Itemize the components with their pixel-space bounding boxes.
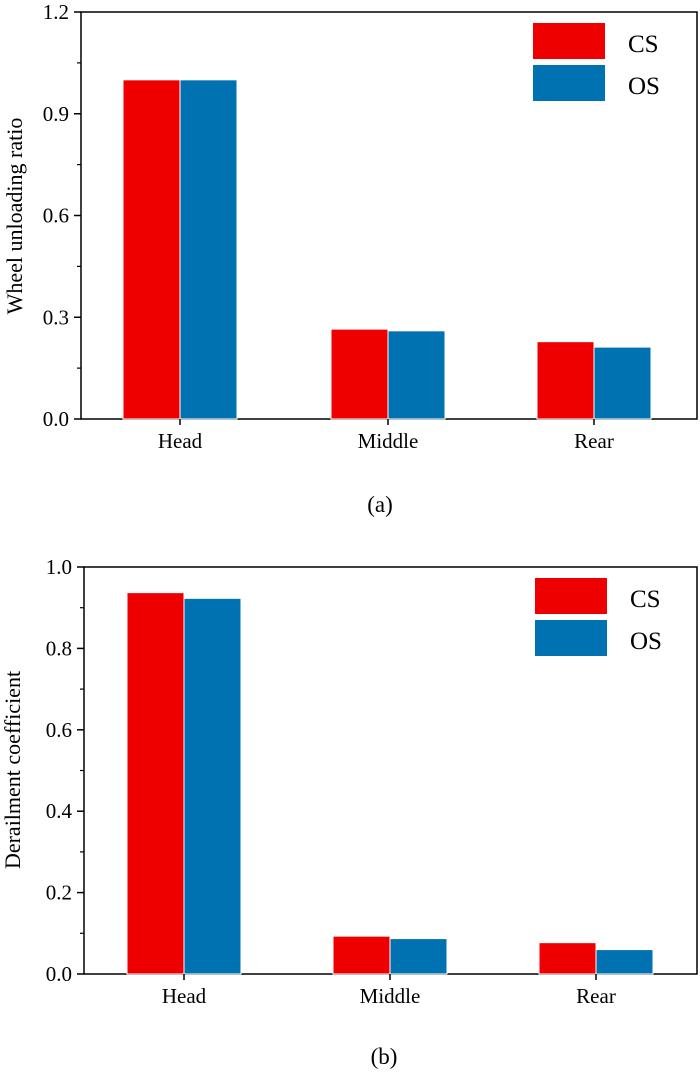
y-tick-label: 1.0 [46,555,72,579]
y-tick-label: 0.9 [43,102,69,126]
y-tick-label: 0.6 [43,204,69,228]
bar-cs-rear [538,942,597,975]
y-tick-label: 0.3 [43,305,69,329]
bar-os-middle [387,330,446,420]
bar-os-head [183,597,242,975]
panel-label: (a) [367,492,393,517]
x-tick-label: Middle [360,984,421,1008]
y-tick-label: 0.2 [46,881,72,905]
legend-swatch-os [535,620,607,656]
legend-label-os: OS [630,628,662,655]
panel-a: Wheel unloading ratio (a) Head Middle Rear… [2,0,698,517]
bar-cs-middle [332,935,391,975]
y-axis-title: Wheel unloading ratio [2,118,27,315]
y-tick-label: 1.2 [43,0,69,24]
x-tick-label: Rear [574,429,614,453]
x-tick-label: Head [162,984,207,1008]
bar-cs-head [126,592,185,975]
x-tick-label: Middle [358,429,419,453]
bar-cs-head [122,79,181,420]
bar-os-middle [389,938,448,975]
legend-swatch-os [533,65,605,101]
bar-cs-middle [330,328,389,420]
x-tick-label: Head [158,429,203,453]
legend-swatch-cs [533,23,605,59]
bar-os-head [179,79,238,420]
y-tick-label: 0.8 [46,636,72,660]
legend-label-cs: CS [630,586,661,613]
panel-label: (b) [371,1044,398,1069]
legend-label-cs: CS [628,31,659,58]
bar-os-rear [593,346,652,420]
legend-label-os: OS [628,73,660,100]
y-tick-label: 0.6 [46,718,72,742]
legend-swatch-cs [535,578,607,614]
y-tick-label: 0.0 [46,962,72,986]
y-tick-label: 0.4 [46,799,73,823]
y-tick-label: 0.0 [43,407,69,431]
bar-cs-rear [536,341,595,420]
panel-b: Derailment coefficient (b) Head Middle Rea… [0,555,698,1069]
y-axis-title: Derailment coefficient [0,671,25,869]
bar-os-rear [595,949,654,975]
x-tick-label: Rear [576,984,616,1008]
